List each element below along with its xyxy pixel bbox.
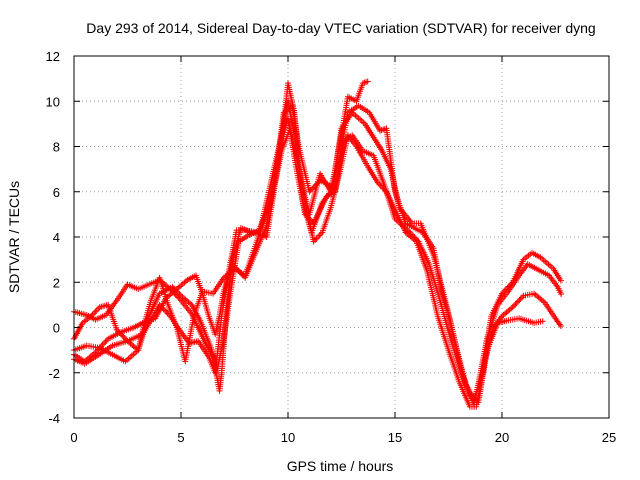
- data-point-markers: [71, 116, 546, 406]
- x-axis-label: GPS time / hours: [287, 458, 394, 474]
- x-tick-label: 15: [388, 430, 402, 445]
- y-tick-label: 10: [46, 94, 60, 109]
- data-point-markers: [71, 102, 564, 403]
- series-track-4: [71, 102, 564, 403]
- series-track-2: [71, 98, 565, 408]
- chart-title: Day 293 of 2014, Sidereal Day-to-day VTE…: [86, 20, 595, 36]
- data-points: [71, 78, 565, 410]
- y-tick-label: -2: [48, 366, 60, 381]
- x-tick-label: 10: [281, 430, 295, 445]
- y-tick-label: 2: [53, 275, 60, 290]
- y-tick-label: -4: [48, 411, 60, 426]
- x-axis: 0 5 10 15 20 25: [70, 56, 616, 445]
- y-tick-label: 12: [46, 49, 60, 64]
- x-tick-label: 25: [602, 430, 616, 445]
- data-point-markers: [71, 125, 564, 410]
- y-tick-label: 6: [53, 185, 60, 200]
- y-tick-label: 0: [53, 321, 60, 336]
- x-tick-label: 0: [70, 430, 77, 445]
- grid: [74, 56, 609, 418]
- y-tick-label: 4: [53, 230, 60, 245]
- y-axis: -4 -2 0 2 4 6 8 10 12: [46, 49, 609, 426]
- series-track-3: [71, 125, 564, 410]
- series-track-5: [71, 116, 546, 406]
- x-tick-label: 5: [177, 430, 184, 445]
- x-tick-label: 20: [495, 430, 509, 445]
- data-point-markers: [71, 98, 565, 408]
- y-axis-label: SDTVAR / TECUs: [6, 181, 22, 293]
- y-tick-label: 8: [53, 140, 60, 155]
